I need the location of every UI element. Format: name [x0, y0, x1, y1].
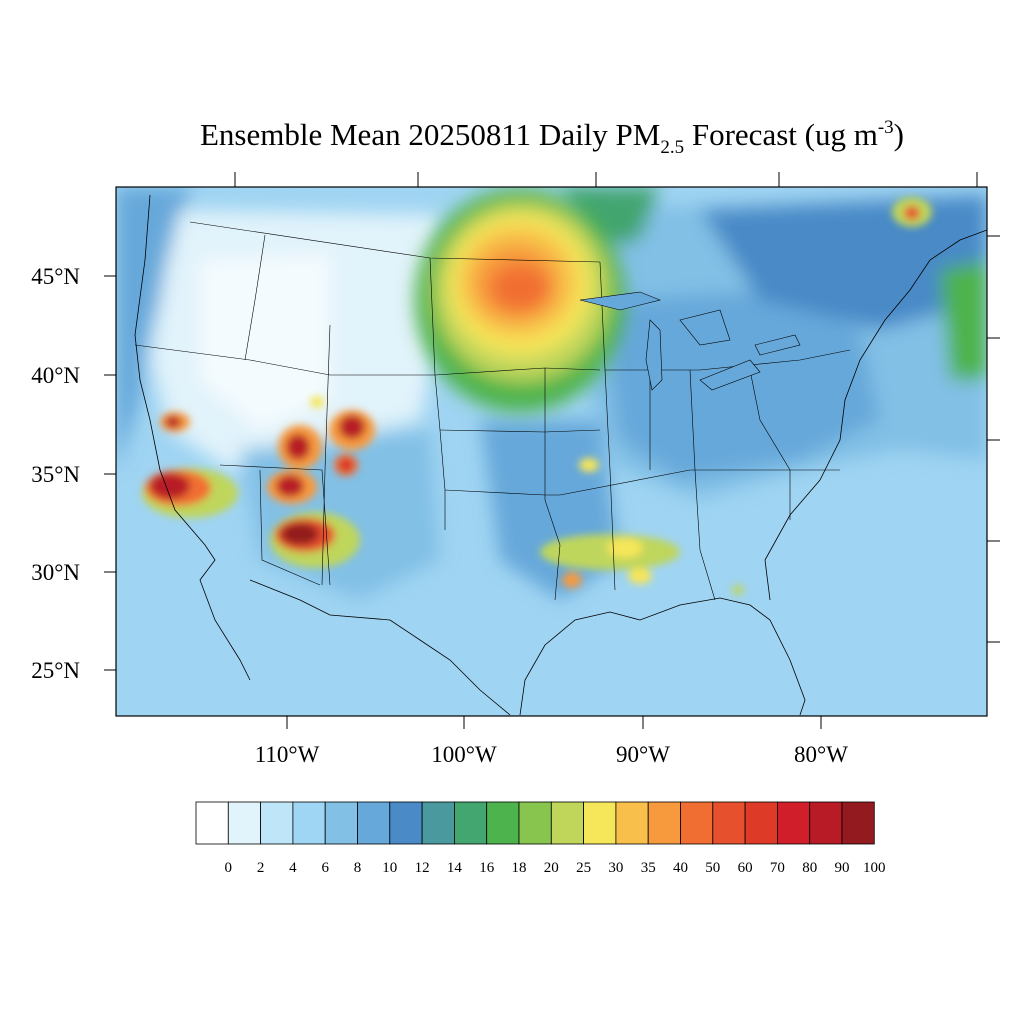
- colorbar-swatch: [615, 801, 649, 845]
- colorbar-swatch: [647, 801, 681, 845]
- colorbar-swatch: [227, 801, 262, 845]
- map-frame: [115, 186, 988, 717]
- colorbar-swatch: [195, 801, 229, 845]
- colorbar-swatch: [357, 801, 391, 845]
- colorbar-label: 0: [225, 860, 233, 876]
- colorbar-swatch: [518, 801, 552, 845]
- lon-label-100w: 100°W: [431, 742, 497, 767]
- colorbar-label: 90: [835, 860, 850, 876]
- lat-label-30: 30°N: [31, 560, 80, 585]
- map-panel: [116, 187, 987, 716]
- colorbar-label: 14: [447, 860, 463, 876]
- colorbar-swatch: [324, 801, 358, 845]
- colorbar-label: 80: [802, 860, 817, 876]
- colorbar: 0 2 4 6 8 10 12 14 16 18 20 25 30 35 40 50 60 70 80 90 100: [195, 801, 886, 876]
- colorbar-label: 40: [673, 860, 688, 876]
- colorbar-swatch: [809, 801, 843, 845]
- us-coastline: [134, 194, 987, 716]
- axis-ticks: [104, 172, 1000, 729]
- fire-hotspots: [142, 197, 932, 595]
- colorbar-swatch: [841, 801, 875, 845]
- colorbar-label: 2: [257, 860, 265, 876]
- colorbar-label: 18: [512, 860, 527, 876]
- colorbar-swatch: [260, 801, 294, 845]
- lat-label-25: 25°N: [31, 658, 80, 683]
- colorbar-label: 100: [863, 860, 886, 876]
- lat-label-35: 35°N: [31, 462, 80, 487]
- colorbar-label: 8: [354, 860, 362, 876]
- colorbar-swatch: [744, 801, 778, 845]
- colorbar-label: 60: [738, 860, 753, 876]
- colorbar-label: 70: [770, 860, 785, 876]
- colorbar-label: 20: [544, 860, 559, 876]
- colorbar-swatch: [550, 801, 584, 845]
- lon-label-90w: 90°W: [616, 742, 670, 767]
- lat-label-45: 45°N: [31, 264, 80, 289]
- colorbar-label: 10: [382, 860, 397, 876]
- lon-label-110w: 110°W: [255, 742, 320, 767]
- colorbar-swatch: [421, 801, 455, 845]
- colorbar-swatch: [777, 801, 811, 845]
- chart-title: Ensemble Mean 20250811 Daily PM2.5 Forec…: [200, 117, 904, 158]
- colorbar-label: 12: [415, 860, 430, 876]
- colorbar-label: 16: [479, 860, 495, 876]
- colorbar-swatch: [292, 801, 326, 845]
- colorbar-label: 30: [608, 860, 623, 876]
- lat-label-40: 40°N: [31, 363, 80, 388]
- colorbar-label: 25: [576, 860, 591, 876]
- colorbar-swatch: [486, 801, 520, 845]
- colorbar-label: 4: [289, 860, 297, 876]
- colorbar-swatch: [712, 801, 746, 845]
- colorbar-label: 50: [705, 860, 720, 876]
- colorbar-label: 6: [321, 860, 329, 876]
- hotspot-upper-midwest: [415, 188, 625, 412]
- colorbar-swatch: [583, 801, 617, 845]
- colorbar-swatch: [453, 801, 488, 845]
- colorbar-swatch: [389, 801, 423, 845]
- colorbar-label: 35: [641, 860, 656, 876]
- colorbar-swatch: [680, 801, 714, 845]
- great-lakes: [579, 291, 801, 391]
- lon-label-80w: 80°W: [794, 742, 848, 767]
